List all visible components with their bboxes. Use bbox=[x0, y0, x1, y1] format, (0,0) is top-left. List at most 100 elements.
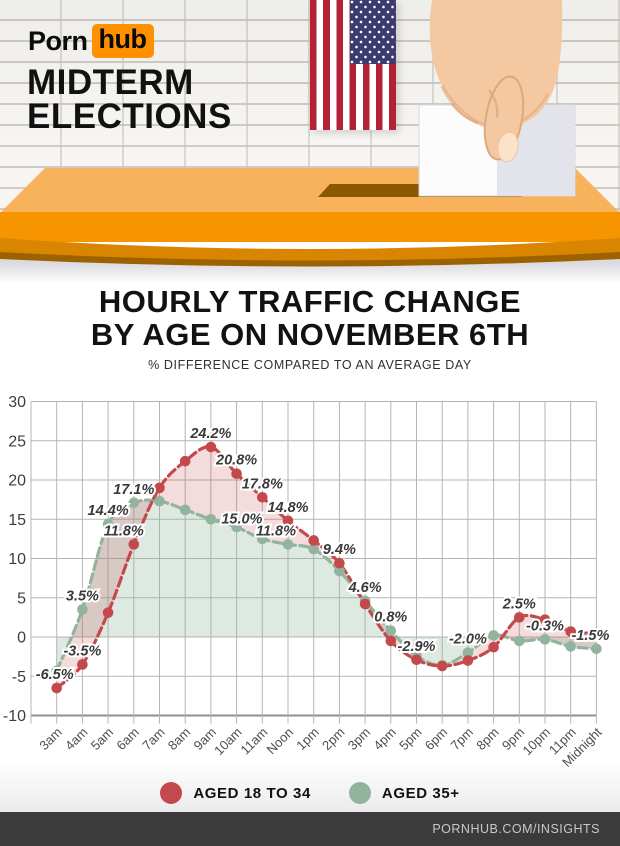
voting-hand bbox=[429, 0, 563, 163]
y-axis-tick: 15 bbox=[8, 512, 26, 529]
value-label: -3.5% bbox=[63, 643, 101, 659]
value-label: 9.4% bbox=[323, 542, 356, 558]
data-point bbox=[154, 482, 165, 494]
data-point bbox=[128, 497, 140, 509]
data-point bbox=[77, 659, 88, 670]
area-aged-35plus bbox=[56, 500, 597, 671]
y-axis-tick: -10 bbox=[3, 708, 26, 725]
x-axis-tick: 4am bbox=[62, 725, 90, 753]
data-point bbox=[334, 565, 345, 577]
legend-item-aged-35plus: AGED 35+ bbox=[348, 782, 460, 804]
data-point bbox=[436, 660, 448, 672]
value-label: 15.0% bbox=[221, 511, 262, 527]
data-point bbox=[179, 504, 191, 516]
data-point bbox=[308, 543, 320, 555]
hand-fist bbox=[429, 0, 563, 128]
value-label: -2.9% bbox=[398, 639, 436, 655]
value-label: 17.8% bbox=[242, 476, 283, 492]
y-axis-tick: 10 bbox=[8, 551, 26, 568]
data-point bbox=[565, 641, 576, 652]
data-point bbox=[102, 518, 114, 530]
data-point bbox=[282, 539, 294, 550]
data-point bbox=[385, 635, 397, 647]
legend-dot-green bbox=[348, 782, 371, 804]
ballot-box-band bbox=[0, 238, 620, 264]
traffic-line-chart: -6.5% -3.5% 11.8% 24.2% 20.8% 17.8% 14.8% 9.4% -… bbox=[3, 394, 612, 770]
x-axis-tick: 3am bbox=[36, 725, 64, 753]
x-axis-tick: 8am bbox=[165, 725, 193, 753]
headline-line1: MIDTERM bbox=[27, 63, 194, 102]
y-axis-tick: 25 bbox=[8, 433, 26, 450]
x-axis-tick: 8pm bbox=[473, 725, 501, 753]
x-axis-tick: 7pm bbox=[448, 725, 476, 753]
value-label: 3.5% bbox=[66, 589, 99, 605]
x-axis-tick: 5am bbox=[88, 725, 116, 753]
data-point bbox=[565, 626, 576, 637]
legend-item-aged-18-34: AGED 18 TO 34 bbox=[160, 782, 311, 804]
thumb-nail bbox=[497, 131, 519, 163]
data-point bbox=[102, 607, 114, 618]
data-point bbox=[539, 634, 551, 645]
poster-headline: MIDTERM ELECTIONS bbox=[27, 63, 232, 134]
x-axis-tick: 10am bbox=[211, 725, 245, 759]
x-axis-tick: 3pm bbox=[345, 725, 373, 753]
chart-title-line1: HOURLY TRAFFIC CHANGE bbox=[98, 284, 522, 319]
data-point bbox=[257, 533, 268, 545]
data-point bbox=[205, 513, 217, 525]
data-point bbox=[282, 515, 294, 527]
value-label: 17.1% bbox=[113, 482, 154, 498]
data-point bbox=[231, 468, 242, 480]
x-axis-tick: 10pm bbox=[520, 725, 554, 759]
area-between-series bbox=[56, 446, 597, 689]
x-axis-tick: 6am bbox=[113, 725, 141, 753]
legend-background bbox=[0, 760, 620, 812]
data-point bbox=[334, 557, 345, 569]
value-label: 11.8% bbox=[104, 523, 144, 539]
data-point bbox=[591, 627, 602, 639]
data-point bbox=[539, 614, 551, 626]
value-label: 0.8% bbox=[374, 610, 407, 626]
y-axis-tick: 30 bbox=[8, 394, 26, 411]
value-label: 14.8% bbox=[267, 500, 308, 516]
line-aged-18-34 bbox=[55, 445, 598, 690]
data-point bbox=[154, 495, 165, 507]
value-label: 24.2% bbox=[189, 426, 231, 442]
legend-label: AGED 35+ bbox=[381, 784, 460, 802]
y-axis-tick: -5 bbox=[12, 669, 26, 686]
flag-canton-stars bbox=[350, 0, 396, 64]
data-point bbox=[128, 539, 140, 550]
value-label: 2.5% bbox=[502, 596, 536, 612]
value-label: 14.4% bbox=[88, 503, 129, 519]
logo-hub: hub bbox=[91, 24, 154, 59]
value-label: -6.5% bbox=[36, 667, 74, 683]
data-point bbox=[385, 625, 397, 637]
x-axis-tick: 7am bbox=[139, 725, 167, 753]
ballot-box-base bbox=[0, 252, 620, 267]
value-label: 4.6% bbox=[348, 580, 382, 596]
footer-site-link: PORNHUB.COM/INSIGHTS bbox=[432, 822, 600, 836]
data-point bbox=[488, 641, 499, 653]
data-point bbox=[462, 655, 474, 666]
y-axis-tick: 0 bbox=[17, 630, 26, 647]
data-point bbox=[514, 612, 525, 623]
x-axis-tick: 4pm bbox=[370, 725, 398, 753]
logo-porn: Porn bbox=[28, 25, 88, 56]
ballot-box-front bbox=[0, 212, 620, 242]
x-axis-tick: 2pm bbox=[319, 725, 347, 753]
ballot-scene-illustration bbox=[0, 0, 620, 284]
x-axis-tick: Noon bbox=[264, 725, 297, 758]
legend-dot-red bbox=[160, 782, 183, 804]
data-point bbox=[231, 521, 242, 533]
chart-title-line2: BY AGE ON NOVEMBER 6TH bbox=[90, 316, 530, 352]
chart-title: HOURLY TRAFFIC CHANGE BY AGE ON NOVEMBER… bbox=[0, 284, 620, 352]
value-label: -1.5% bbox=[571, 628, 609, 644]
data-point bbox=[179, 455, 191, 467]
data-point bbox=[51, 665, 62, 677]
data-point bbox=[308, 535, 320, 546]
x-axis-tick: 5pm bbox=[396, 725, 424, 753]
x-axis-tick: 1pm bbox=[293, 725, 321, 753]
value-label: -0.3% bbox=[526, 618, 564, 634]
y-axis-tick: 20 bbox=[8, 473, 26, 490]
x-axis-tick: 11am bbox=[237, 725, 270, 758]
